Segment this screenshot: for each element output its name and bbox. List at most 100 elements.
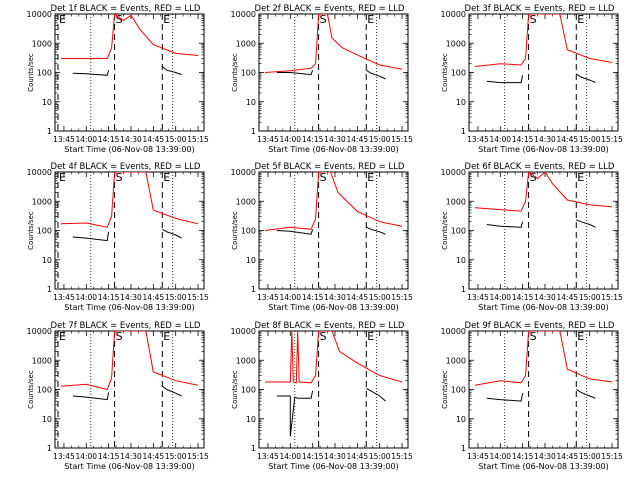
x-tick-label: 15:00: [579, 135, 601, 144]
events-series-line: [72, 70, 110, 76]
y-tick-label: 100: [451, 227, 466, 236]
y-tick-label: 100: [37, 69, 52, 78]
panel-title: Det 8f BLACK = Events, RED = LLD: [255, 321, 405, 331]
x-tick-label: 14:45: [143, 135, 165, 144]
y-tick-label: 10: [456, 98, 466, 107]
x-tick-label: 13:45: [257, 452, 279, 461]
y-tick-label: 1: [251, 285, 256, 294]
events-series-line: [576, 73, 596, 84]
marker-letter: S: [116, 330, 123, 343]
x-tick-label: 14:45: [347, 452, 369, 461]
lld-series-line: [474, 14, 613, 67]
y-axis-label: Counts/sec: [27, 53, 35, 92]
events-series-line: [162, 228, 182, 239]
panel-data: [264, 172, 403, 235]
x-tick-label: 14:45: [557, 452, 579, 461]
x-tick-label: 15:00: [165, 293, 187, 302]
marker-letter: E: [163, 330, 170, 343]
x-tick-label: 15:00: [579, 452, 601, 461]
lld-series-line: [265, 331, 403, 384]
x-tick-label: 14:30: [120, 452, 142, 461]
x-tick-label: 14:45: [557, 293, 579, 302]
y-tick-label: 1000: [446, 39, 466, 48]
marker-letter: E: [59, 330, 66, 343]
events-series-line: [366, 387, 386, 402]
y-tick-label: 100: [37, 386, 52, 395]
events-series-line: [276, 70, 314, 76]
x-tick-label: 15:00: [369, 293, 391, 302]
x-axis-label: Start Time (06-Nov-08 13:39:00): [64, 145, 194, 154]
y-tick-label: 10: [42, 256, 52, 265]
marker-letter: E: [163, 171, 170, 184]
panel-det-6: Det 6f BLACK = Events, RED = LLD 1 10 100 10…: [441, 162, 624, 312]
events-series-line: [486, 75, 524, 84]
y-tick-label: 1000: [32, 39, 52, 48]
x-tick-label: 15:15: [391, 135, 413, 144]
events-series-line: [486, 393, 524, 402]
marker-letter: S: [320, 330, 327, 343]
y-tick-label: 100: [241, 69, 256, 78]
y-axis-label: Counts/sec: [441, 53, 449, 92]
x-tick-label: 14:45: [347, 293, 369, 302]
y-tick-label: 1: [461, 285, 466, 294]
x-tick-label: 14:30: [324, 293, 346, 302]
marker-letter: E: [59, 13, 66, 26]
lld-series-line: [60, 172, 199, 228]
marker-letter: S: [116, 13, 123, 26]
y-tick-label: 100: [451, 386, 466, 395]
y-tick-label: 1: [47, 285, 52, 294]
y-tick-label: 1: [461, 127, 466, 136]
panel-title: Det 2f BLACK = Events, RED = LLD: [255, 4, 405, 14]
y-tick-label: 10000: [441, 327, 466, 336]
panel-data: [474, 331, 613, 402]
x-tick-label: 14:00: [75, 293, 97, 302]
y-tick-label: 10: [42, 415, 52, 424]
x-tick-label: 14:00: [279, 293, 301, 302]
x-tick-label: 14:00: [489, 135, 511, 144]
plot-frame: [54, 330, 205, 449]
panel-title: Det 6f BLACK = Events, RED = LLD: [465, 162, 615, 172]
marker-letter: S: [530, 330, 537, 343]
x-tick-label: 14:15: [302, 293, 324, 302]
lld-series-line: [264, 172, 403, 231]
events-series-line: [366, 226, 386, 235]
y-tick-label: 1000: [236, 356, 256, 365]
lld-series-line: [61, 14, 199, 59]
y-axis-label: Counts/sec: [27, 211, 35, 250]
x-tick-label: 14:00: [75, 135, 97, 144]
lld-series-line: [474, 331, 613, 386]
panel-title: Det 4f BLACK = Events, RED = LLD: [51, 162, 201, 172]
x-tick-label: 15:00: [165, 452, 187, 461]
panel-data: [60, 172, 199, 242]
events-series-line: [276, 229, 314, 235]
x-tick-label: 14:30: [120, 293, 142, 302]
panel-title: Det 1f BLACK = Events, RED = LLD: [51, 4, 201, 14]
x-tick-label: 14:15: [512, 135, 534, 144]
x-tick-label: 14:30: [534, 135, 556, 144]
y-tick-label: 10000: [27, 327, 52, 336]
marker-letter: S: [320, 13, 327, 26]
y-tick-label: 1000: [446, 356, 466, 365]
x-axis-label: Start Time (06-Nov-08 13:39:00): [64, 303, 194, 312]
lld-series-line: [60, 331, 199, 391]
panel-title: Det 7f BLACK = Events, RED = LLD: [51, 321, 201, 331]
x-tick-label: 15:15: [601, 452, 623, 461]
x-tick-label: 14:30: [324, 135, 346, 144]
x-tick-label: 14:15: [512, 452, 534, 461]
events-series-line: [161, 66, 182, 76]
x-tick-label: 13:45: [257, 135, 279, 144]
panel-title: Det 5f BLACK = Events, RED = LLD: [255, 162, 405, 172]
plot-frame: [468, 330, 619, 449]
x-tick-label: 15:15: [601, 293, 623, 302]
x-tick-label: 13:45: [467, 452, 489, 461]
y-axis-label: Counts/sec: [231, 53, 239, 92]
plot-frame: [468, 13, 619, 132]
y-tick-label: 1000: [32, 197, 52, 206]
x-tick-label: 14:00: [279, 452, 301, 461]
panel-data: [61, 14, 199, 76]
panel-data: [474, 14, 613, 84]
y-tick-label: 1000: [236, 197, 256, 206]
x-tick-label: 14:30: [324, 452, 346, 461]
events-series-line: [276, 390, 314, 437]
y-tick-label: 100: [241, 386, 256, 395]
